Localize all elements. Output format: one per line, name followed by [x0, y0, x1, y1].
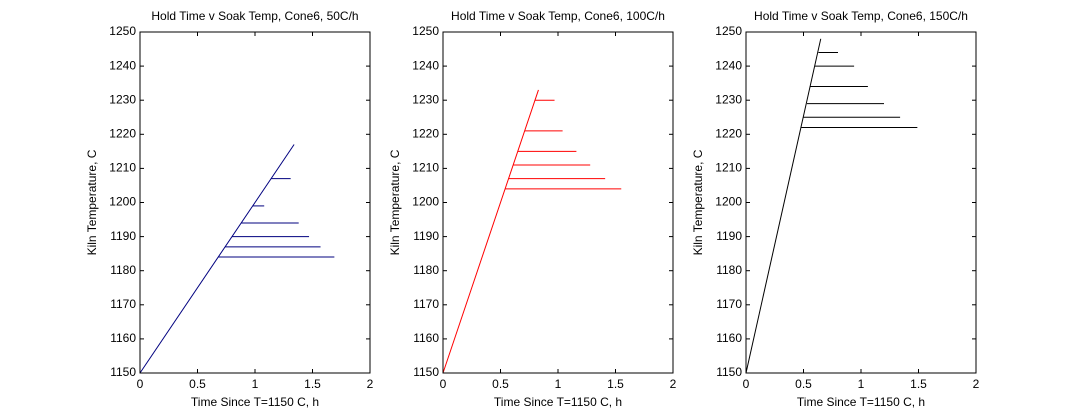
x-tick-label: 0.5	[492, 377, 509, 391]
y-axis-label: Kiln Temperature, C	[85, 149, 99, 255]
chart-title: Hold Time v Soak Temp, Cone6, 150C/h	[754, 9, 968, 23]
x-tick-label: 0	[440, 377, 447, 391]
y-tick-label: 1240	[412, 58, 439, 72]
y-tick-label: 1170	[413, 297, 439, 311]
axes-box	[442, 31, 674, 374]
axes-box	[139, 31, 371, 374]
plot-area	[443, 32, 673, 373]
chart-title: Hold Time v Soak Temp, Cone6, 100C/h	[451, 9, 665, 23]
y-tick-label: 1240	[715, 58, 742, 72]
series-line	[442, 89, 539, 374]
y-tick-label: 1160	[110, 331, 136, 345]
y-tick-label: 1170	[110, 297, 136, 311]
y-tick-label: 1190	[110, 229, 136, 243]
x-tick-label: 1	[252, 377, 259, 391]
y-tick-label: 1230	[715, 92, 742, 106]
x-tick-label: 1.5	[607, 377, 624, 391]
x-tick-label: 1.5	[304, 377, 321, 391]
y-tick-label: 1150	[413, 365, 439, 379]
y-tick-label: 1180	[716, 263, 742, 277]
y-tick-label: 1190	[413, 229, 439, 243]
x-tick-label: 0.5	[189, 377, 206, 391]
y-tick-label: 1150	[716, 365, 742, 379]
y-tick-label: 1250	[109, 24, 136, 38]
plot-area	[746, 32, 976, 373]
y-tick-label: 1250	[412, 24, 439, 38]
subplot: 1150 1160 1170 1180 1190 1200 1210 1220 1230 1240…	[85, 9, 373, 409]
chart-title: Hold Time v Soak Temp, Cone6, 50C/h	[151, 9, 358, 23]
x-tick-label: 2	[973, 377, 980, 391]
series-line	[745, 38, 822, 374]
y-tick-label: 1180	[413, 263, 439, 277]
subplot: 1150 1160 1170 1180 1190 1200 1210 1220 1230 1240…	[691, 9, 979, 409]
y-tick-label: 1220	[412, 126, 439, 140]
y-tick-label: 1230	[412, 92, 439, 106]
y-tick-label: 1190	[716, 229, 742, 243]
x-tick-label: 0	[137, 377, 144, 391]
subplot: 1150 1160 1170 1180 1190 1200 1210 1220 1230 1240…	[388, 9, 676, 409]
x-axis-label: Time Since T=1150 C, h	[191, 395, 319, 409]
y-tick-label: 1180	[110, 263, 136, 277]
series-line	[139, 144, 295, 374]
y-tick-label: 1220	[715, 126, 742, 140]
y-tick-label: 1200	[109, 195, 136, 209]
y-tick-label: 1210	[715, 161, 742, 175]
y-tick-label: 1220	[109, 126, 136, 140]
x-tick-label: 1.5	[910, 377, 927, 391]
y-tick-label: 1160	[716, 331, 742, 345]
x-axis-label: Time Since T=1150 C, h	[797, 395, 925, 409]
x-tick-label: 1	[858, 377, 865, 391]
x-axis-label: Time Since T=1150 C, h	[494, 395, 622, 409]
y-tick-label: 1250	[715, 24, 742, 38]
axes-box	[745, 31, 977, 374]
y-axis-label: Kiln Temperature, C	[691, 149, 705, 255]
y-tick-label: 1240	[109, 58, 136, 72]
x-tick-label: 0	[743, 377, 750, 391]
y-axis-label: Kiln Temperature, C	[388, 149, 402, 255]
y-tick-label: 1210	[109, 161, 136, 175]
y-tick-label: 1150	[110, 365, 136, 379]
x-tick-label: 2	[367, 377, 374, 391]
y-tick-label: 1200	[715, 195, 742, 209]
y-tick-label: 1170	[716, 297, 742, 311]
y-tick-label: 1210	[412, 161, 439, 175]
y-tick-label: 1160	[413, 331, 439, 345]
x-tick-label: 2	[670, 377, 677, 391]
x-tick-label: 0.5	[795, 377, 812, 391]
y-tick-label: 1230	[109, 92, 136, 106]
y-tick-label: 1200	[412, 195, 439, 209]
x-tick-label: 1	[555, 377, 562, 391]
